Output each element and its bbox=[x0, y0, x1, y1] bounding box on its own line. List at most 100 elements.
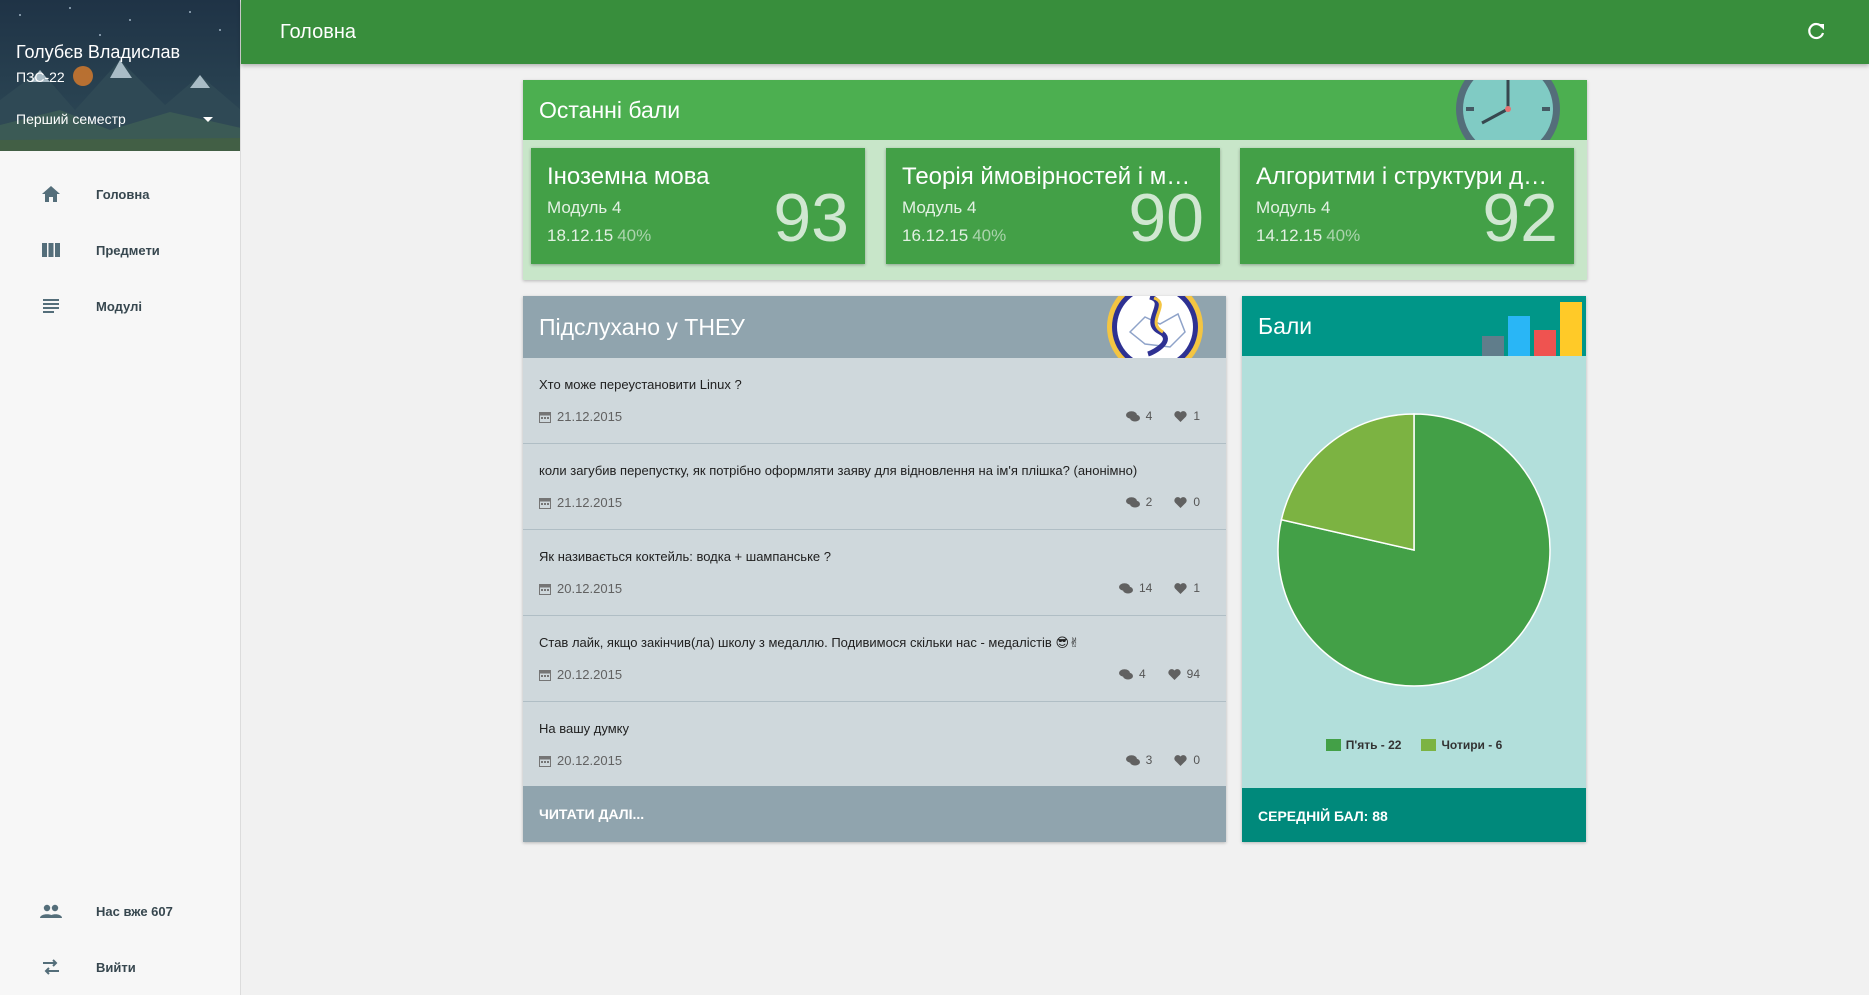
comments-icon bbox=[1125, 496, 1140, 507]
profile-header: Голубєв Владислав ПЗС-22 Перший семестр bbox=[0, 0, 240, 151]
post-date-value: 21.12.2015 bbox=[557, 409, 623, 424]
sidebar: Голубєв Владислав ПЗС-22 Перший семестр … bbox=[0, 0, 241, 995]
post-likes-count: 0 bbox=[1193, 495, 1200, 509]
feed-post[interactable]: коли загубив перепустку, як потрібно офо… bbox=[523, 444, 1226, 530]
mountain-background bbox=[0, 0, 240, 151]
grade-card-score: 90 bbox=[1128, 180, 1204, 256]
feed-post[interactable]: Хто може переустановити Linux ? 21.12.20… bbox=[523, 358, 1226, 444]
post-date: 20.12.2015 bbox=[539, 667, 622, 682]
refresh-icon[interactable] bbox=[1805, 21, 1827, 43]
post-stats: 4 94 bbox=[1118, 667, 1200, 681]
post-likes-count: 1 bbox=[1193, 581, 1200, 595]
grade-card-percent: 40% bbox=[972, 226, 1007, 245]
last-grades-header: Останні бали bbox=[523, 80, 1587, 140]
feed-title: Підслухано у ТНЕУ bbox=[539, 314, 745, 340]
grade-card-module: Модуль 4 bbox=[902, 198, 977, 217]
sidebar-item-logout[interactable]: Вийти bbox=[0, 941, 240, 993]
post-likes-count: 1 bbox=[1193, 409, 1200, 423]
user-group: ПЗС-22 bbox=[16, 69, 65, 85]
semester-select[interactable]: Перший семестр bbox=[16, 111, 126, 127]
grade-card[interactable]: Теорія ймовірностей і математична статис… bbox=[886, 148, 1220, 264]
bar-chart-icon bbox=[1482, 302, 1582, 356]
last-grades-panel: Останні бали Іноземна мова Модуль 4 18.1… bbox=[523, 80, 1587, 280]
university-logo-icon bbox=[1107, 296, 1203, 358]
grade-card-date-value: 18.12.15 bbox=[547, 226, 614, 245]
read-more-button[interactable]: ЧИТАТИ ДАЛІ... bbox=[523, 786, 1226, 842]
post-date: 20.12.2015 bbox=[539, 581, 622, 596]
grades-pie-chart bbox=[1277, 413, 1551, 687]
page-title: Головна bbox=[280, 21, 356, 43]
post-text: Як називається коктейль: водка + шампанс… bbox=[539, 549, 831, 564]
comments-icon bbox=[1125, 410, 1140, 421]
post-stats: 4 1 bbox=[1125, 409, 1200, 423]
heart-icon bbox=[1174, 582, 1187, 594]
post-date-value: 20.12.2015 bbox=[557, 581, 623, 596]
post-likes-count: 94 bbox=[1186, 667, 1200, 681]
grade-card[interactable]: Іноземна мова Модуль 4 18.12.15 40% 93 bbox=[531, 148, 865, 264]
comments-icon bbox=[1118, 668, 1133, 679]
read-more-label: ЧИТАТИ ДАЛІ... bbox=[539, 806, 645, 822]
chevron-down-icon[interactable] bbox=[203, 117, 213, 122]
clock-icon bbox=[1456, 80, 1560, 140]
feed-post[interactable]: На вашу думку 20.12.2015 3 0 bbox=[523, 702, 1226, 788]
heart-icon bbox=[1167, 668, 1181, 680]
grade-card-percent: 40% bbox=[617, 226, 652, 245]
grades-chart-panel: Бали П'ять - 22 Чотири - 6 СЕРЕДНІЙ БАЛ:… bbox=[1242, 296, 1586, 842]
calendar-icon bbox=[539, 669, 551, 681]
top-app-bar: Головна bbox=[241, 0, 1869, 64]
post-comments-count: 4 bbox=[1145, 409, 1153, 423]
grade-card-date: 16.12.15 40% bbox=[902, 226, 1006, 246]
post-text: коли загубив перепустку, як потрібно офо… bbox=[539, 463, 1138, 478]
post-date-value: 20.12.2015 bbox=[557, 667, 623, 682]
post-comments-count: 4 bbox=[1138, 667, 1146, 681]
post-date-value: 21.12.2015 bbox=[557, 495, 623, 510]
post-text: На вашу думку bbox=[539, 721, 629, 736]
sidebar-item-label: Предмети bbox=[96, 242, 160, 258]
post-date-value: 20.12.2015 bbox=[557, 753, 623, 768]
heart-icon bbox=[1174, 496, 1187, 508]
user-name: Голубєв Владислав bbox=[16, 42, 181, 62]
swap-icon bbox=[40, 956, 62, 978]
grades-chart-title: Бали bbox=[1258, 313, 1313, 339]
grade-card-score: 93 bbox=[773, 180, 849, 256]
sidebar-item-home[interactable]: Головна bbox=[0, 168, 240, 220]
post-date: 21.12.2015 bbox=[539, 495, 622, 510]
overheard-feed-panel: Підслухано у ТНЕУ Хто може переустановит… bbox=[523, 296, 1226, 842]
grade-card-date-value: 14.12.15 bbox=[1256, 226, 1323, 245]
sun-decoration bbox=[73, 66, 93, 86]
post-comments-count: 14 bbox=[1138, 581, 1153, 595]
grade-card-date: 14.12.15 40% bbox=[1256, 226, 1360, 246]
feed-post[interactable]: Як називається коктейль: водка + шампанс… bbox=[523, 530, 1226, 616]
calendar-icon bbox=[539, 497, 551, 509]
heart-icon bbox=[1174, 410, 1187, 422]
grades-chart-header: Бали bbox=[1242, 296, 1586, 356]
feed-post[interactable]: Став лайк, якщо закінчив(ла) школу з мед… bbox=[523, 616, 1226, 702]
grade-card[interactable]: Алгоритми і структури даних Модуль 4 14.… bbox=[1240, 148, 1574, 264]
grade-card-score: 92 bbox=[1482, 180, 1558, 256]
comments-icon bbox=[1118, 582, 1133, 593]
grade-card-percent: 40% bbox=[1326, 226, 1361, 245]
calendar-icon bbox=[539, 411, 551, 423]
heart-icon bbox=[1174, 754, 1187, 766]
legend-swatch bbox=[1421, 739, 1437, 751]
sidebar-item-label: Головна bbox=[96, 186, 150, 202]
post-comments-count: 2 bbox=[1145, 495, 1153, 509]
sidebar-item-members[interactable]: Нас вже 607 bbox=[0, 885, 240, 937]
post-text: Став лайк, якщо закінчив(ла) школу з мед… bbox=[539, 635, 1080, 650]
people-icon bbox=[40, 900, 62, 922]
legend-label: П'ять - 22 bbox=[1345, 738, 1402, 752]
chart-legend: П'ять - 22 Чотири - 6 bbox=[1242, 738, 1586, 752]
post-date: 20.12.2015 bbox=[539, 753, 622, 768]
comments-icon bbox=[1125, 754, 1140, 765]
last-grades-title: Останні бали bbox=[539, 97, 681, 123]
sidebar-item-subjects[interactable]: Предмети bbox=[0, 224, 240, 276]
list-icon bbox=[40, 295, 62, 317]
pie-slice[interactable] bbox=[1280, 413, 1415, 551]
sidebar-item-label: Модулі bbox=[96, 298, 142, 314]
pie-slice[interactable] bbox=[1277, 413, 1551, 687]
home-icon bbox=[40, 183, 62, 205]
post-date: 21.12.2015 bbox=[539, 409, 622, 424]
grade-card-module: Модуль 4 bbox=[547, 198, 622, 217]
grade-card-module: Модуль 4 bbox=[1256, 198, 1331, 217]
sidebar-item-modules[interactable]: Модулі bbox=[0, 280, 240, 332]
